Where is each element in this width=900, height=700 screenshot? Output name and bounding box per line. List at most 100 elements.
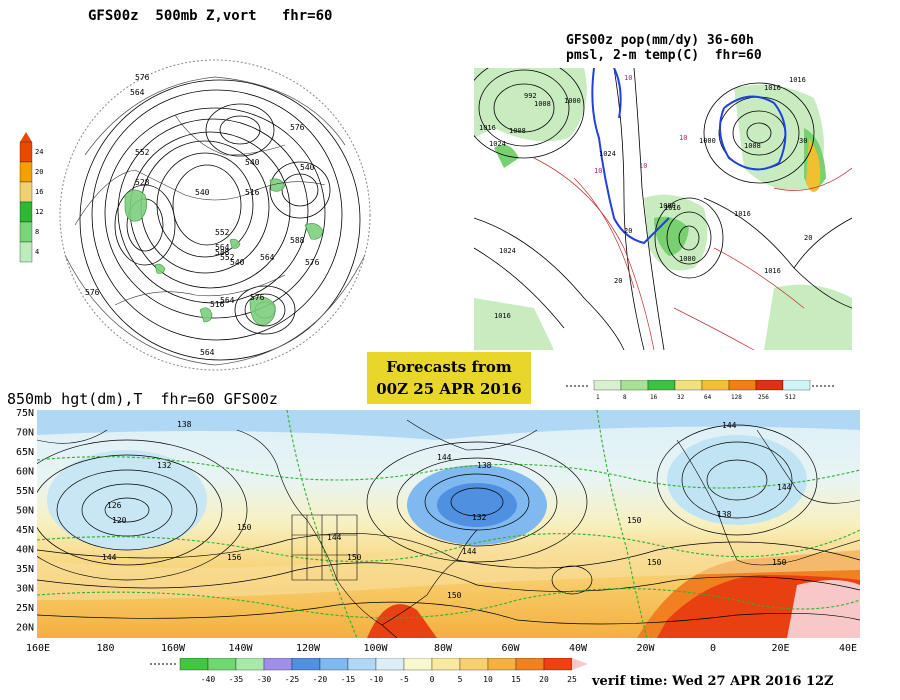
lat-tick-label: 75N bbox=[16, 408, 34, 419]
pressure-label: 1016 bbox=[764, 267, 781, 275]
height-contour-label: 138 bbox=[177, 420, 192, 429]
colorbar-tick: 20 bbox=[35, 168, 43, 176]
height-contour-label: 150 bbox=[447, 591, 462, 600]
lat-tick-label: 60N bbox=[16, 467, 34, 478]
colorbar-tick: 12 bbox=[35, 208, 43, 216]
height-contour-label: 150 bbox=[347, 553, 362, 562]
temp-legend-tick: 25 bbox=[567, 675, 577, 684]
contour-label: 576 bbox=[250, 293, 265, 302]
pop-legend-tick: 8 bbox=[623, 394, 627, 401]
lon-tick-label: 140W bbox=[228, 643, 253, 654]
lon-tick-label: 80W bbox=[434, 643, 453, 654]
lon-tick-label: 20W bbox=[636, 643, 655, 654]
pressure-label: 10 bbox=[624, 74, 632, 82]
height-contour-label: 156 bbox=[227, 553, 242, 562]
pop-legend-tick: 256 bbox=[758, 394, 769, 401]
height-contour-label: 138 bbox=[477, 461, 492, 470]
height-contour-label: 144 bbox=[437, 453, 452, 462]
temp-legend-tick: 20 bbox=[539, 675, 549, 684]
pressure-label: 10 bbox=[594, 167, 602, 175]
height-contour-label: 150 bbox=[772, 558, 787, 567]
pressure-label: 1016 bbox=[764, 84, 781, 92]
temp-legend-swatch bbox=[543, 657, 573, 671]
temp-legend-swatch bbox=[375, 657, 405, 671]
height-contour-label: 144 bbox=[327, 533, 342, 542]
forecast-init-box: Forecasts from 00Z 25 APR 2016 bbox=[367, 352, 531, 404]
height-contour-label: 144 bbox=[722, 421, 737, 430]
contour-label: 516 bbox=[245, 188, 260, 197]
contour-label: 540 bbox=[195, 188, 210, 197]
lon-tick-label: 180 bbox=[96, 643, 114, 654]
temp-legend-tick: -15 bbox=[341, 675, 356, 684]
pop-legend-tick: 1 bbox=[596, 394, 600, 401]
temp-legend-tick: -40 bbox=[201, 675, 216, 684]
lon-tick-label: 40E bbox=[839, 643, 857, 654]
height-contour-label: 150 bbox=[237, 523, 252, 532]
pressure-label: 1016 bbox=[479, 124, 496, 132]
lat-tick-label: 40N bbox=[16, 545, 34, 556]
lat-tick-label: 35N bbox=[16, 564, 34, 575]
contour-label: 516 bbox=[210, 300, 225, 309]
colorbar-tick: 16 bbox=[35, 188, 43, 196]
colorbar-swatch bbox=[19, 161, 33, 183]
height-contour-label: 144 bbox=[462, 547, 477, 556]
pop-pmsl-map: 1016 1008 1024 1000 1008 1016 1024 1000 992 1016 1… bbox=[474, 68, 852, 350]
pop-legend-swatch bbox=[728, 379, 757, 391]
lon-tick-label: 20E bbox=[771, 643, 789, 654]
height-contour-label: 132 bbox=[157, 461, 172, 470]
polar-map-title: GFS00z 500mb Z,vort fhr=60 bbox=[88, 8, 333, 24]
colorbar-swatch bbox=[19, 141, 33, 163]
temp-legend-tick: 15 bbox=[511, 675, 521, 684]
lat-tick-label: 45N bbox=[16, 525, 34, 536]
temp-legend-tick: -25 bbox=[285, 675, 300, 684]
polar-500mb-map: 576 564 576 552 540 528 540 516 552 564 540 588 564 5… bbox=[55, 55, 375, 375]
verif-time: verif time: Wed 27 APR 2016 12Z bbox=[592, 674, 834, 689]
contour-label: 540 bbox=[300, 163, 315, 172]
temp-legend-tick: -30 bbox=[257, 675, 272, 684]
pressure-label: 1008 bbox=[534, 100, 551, 108]
pressure-label: 1008 bbox=[744, 142, 761, 150]
colorbar-tick: 8 bbox=[35, 228, 39, 236]
contour-label: 576 bbox=[85, 288, 100, 297]
contour-label: 528 bbox=[135, 178, 150, 187]
hgt-850mb-map: 138 132 126 120 144 150 156 144 138 144 150 144 132 1… bbox=[37, 410, 860, 638]
temp-legend-swatch bbox=[179, 657, 209, 671]
colorbar-swatch bbox=[19, 201, 33, 223]
colorbar-swatch bbox=[19, 221, 33, 243]
pressure-label: 1024 bbox=[499, 247, 516, 255]
height-contour-label: 126 bbox=[107, 501, 122, 510]
height-contour-label: 120 bbox=[112, 516, 127, 525]
lat-tick-label: 20N bbox=[16, 623, 34, 634]
temp-legend-swatch bbox=[235, 657, 265, 671]
temp-legend-swatch bbox=[291, 657, 321, 671]
pressure-label: 1016 bbox=[789, 76, 806, 84]
contour-label: 552 bbox=[135, 148, 150, 157]
hgt-map-title: 850mb hgt(dm),T fhr=60 GFS00z bbox=[7, 390, 278, 408]
pop-legend-swatch bbox=[674, 379, 703, 391]
lat-tick-label: 55N bbox=[16, 486, 34, 497]
contour-label: 540 bbox=[245, 158, 260, 167]
contour-label: 564 bbox=[215, 243, 230, 252]
contour-label: 552 bbox=[215, 228, 230, 237]
lon-tick-label: 160E bbox=[26, 643, 50, 654]
pop-legend-tick: 64 bbox=[704, 394, 712, 401]
pressure-label: 992 bbox=[524, 92, 537, 100]
temp-legend-swatch bbox=[207, 657, 237, 671]
pop-legend-tick: 512 bbox=[785, 394, 796, 401]
contour-label: 588 bbox=[215, 248, 230, 257]
temp-legend-tick: -10 bbox=[369, 675, 384, 684]
pressure-label: 30 bbox=[799, 137, 807, 145]
height-contour-label: 144 bbox=[102, 553, 117, 562]
pressure-label: 1000 bbox=[699, 137, 716, 145]
lon-tick-label: 120W bbox=[296, 643, 321, 654]
lon-tick-label: 160W bbox=[161, 643, 186, 654]
pressure-label: 1000 bbox=[659, 202, 676, 210]
lat-tick-label: 25N bbox=[16, 603, 34, 614]
lat-axis: 75N 70N 65N 60N 55N 50N 45N 40N 35N 30N 25N 20N bbox=[0, 404, 36, 644]
temp-legend-tick: -20 bbox=[313, 675, 328, 684]
height-contour-label: 138 bbox=[717, 510, 732, 519]
pressure-label: 1016 bbox=[734, 210, 751, 218]
pressure-label: 1000 bbox=[564, 97, 581, 105]
pressure-label: 1024 bbox=[489, 140, 506, 148]
lat-tick-label: 50N bbox=[16, 506, 34, 517]
